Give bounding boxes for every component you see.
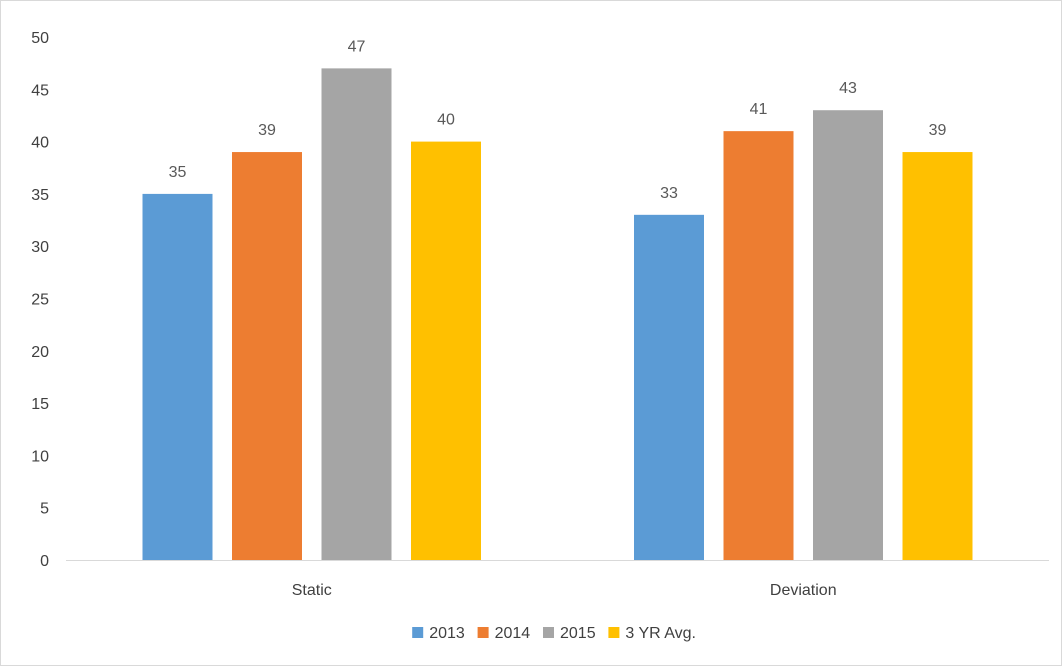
legend-swatch: [543, 627, 554, 638]
data-label: 39: [929, 122, 947, 139]
category-labels: Static Deviation: [292, 582, 837, 599]
legend-item-2014: 2014: [477, 625, 531, 642]
legend-swatch: [412, 627, 424, 638]
legend-item-2015: 2015: [543, 625, 596, 642]
legend-label: 2015: [560, 625, 596, 642]
category-label-deviation: Deviation: [770, 582, 837, 599]
legend-swatch: [477, 627, 489, 638]
bar-static-3-yr-avg: [411, 141, 481, 560]
y-tick-label: 40: [31, 135, 49, 152]
y-tick-label: 30: [31, 239, 49, 256]
legend: 2013 2014 2015 3 YR Avg.: [412, 625, 696, 642]
legend-swatch: [608, 627, 620, 638]
bar-static-2014: [232, 152, 302, 560]
legend-item-2013: 2013: [412, 625, 465, 642]
bars: [142, 68, 973, 560]
y-axis-ticks: 0 5 10 15 20 25 30 35 40 45 50: [31, 30, 49, 570]
data-labels: 35 39 47 40 33 41 43 39: [169, 38, 947, 201]
bar-static-2013: [142, 193, 213, 560]
legend-label: 2013: [429, 625, 465, 642]
bar-static-2015: [321, 68, 392, 560]
category-label-static: Static: [292, 582, 332, 599]
data-label: 39: [258, 122, 276, 139]
y-tick-label: 50: [31, 30, 49, 47]
bar-deviation-2014: [723, 131, 794, 560]
legend-label: 3 YR Avg.: [625, 625, 696, 642]
y-tick-label: 45: [31, 82, 49, 99]
y-tick-label: 0: [40, 553, 49, 570]
data-label: 47: [348, 38, 366, 55]
y-tick-label: 25: [31, 292, 49, 309]
data-label: 40: [437, 112, 455, 129]
bar-deviation-2015: [813, 110, 883, 560]
y-tick-label: 10: [31, 448, 49, 465]
legend-label: 2014: [495, 625, 531, 642]
data-label: 41: [750, 101, 768, 118]
data-label: 35: [169, 164, 187, 181]
legend-item-3-yr-avg: 3 YR Avg.: [608, 625, 696, 642]
bar-deviation-2013: [634, 214, 704, 560]
y-tick-label: 5: [40, 501, 49, 518]
data-label: 43: [839, 80, 857, 97]
y-tick-label: 35: [31, 187, 49, 204]
data-label: 33: [660, 185, 678, 202]
y-tick-label: 20: [31, 344, 49, 361]
bar-deviation-3-yr-avg: [902, 152, 973, 560]
y-tick-label: 15: [31, 396, 49, 413]
